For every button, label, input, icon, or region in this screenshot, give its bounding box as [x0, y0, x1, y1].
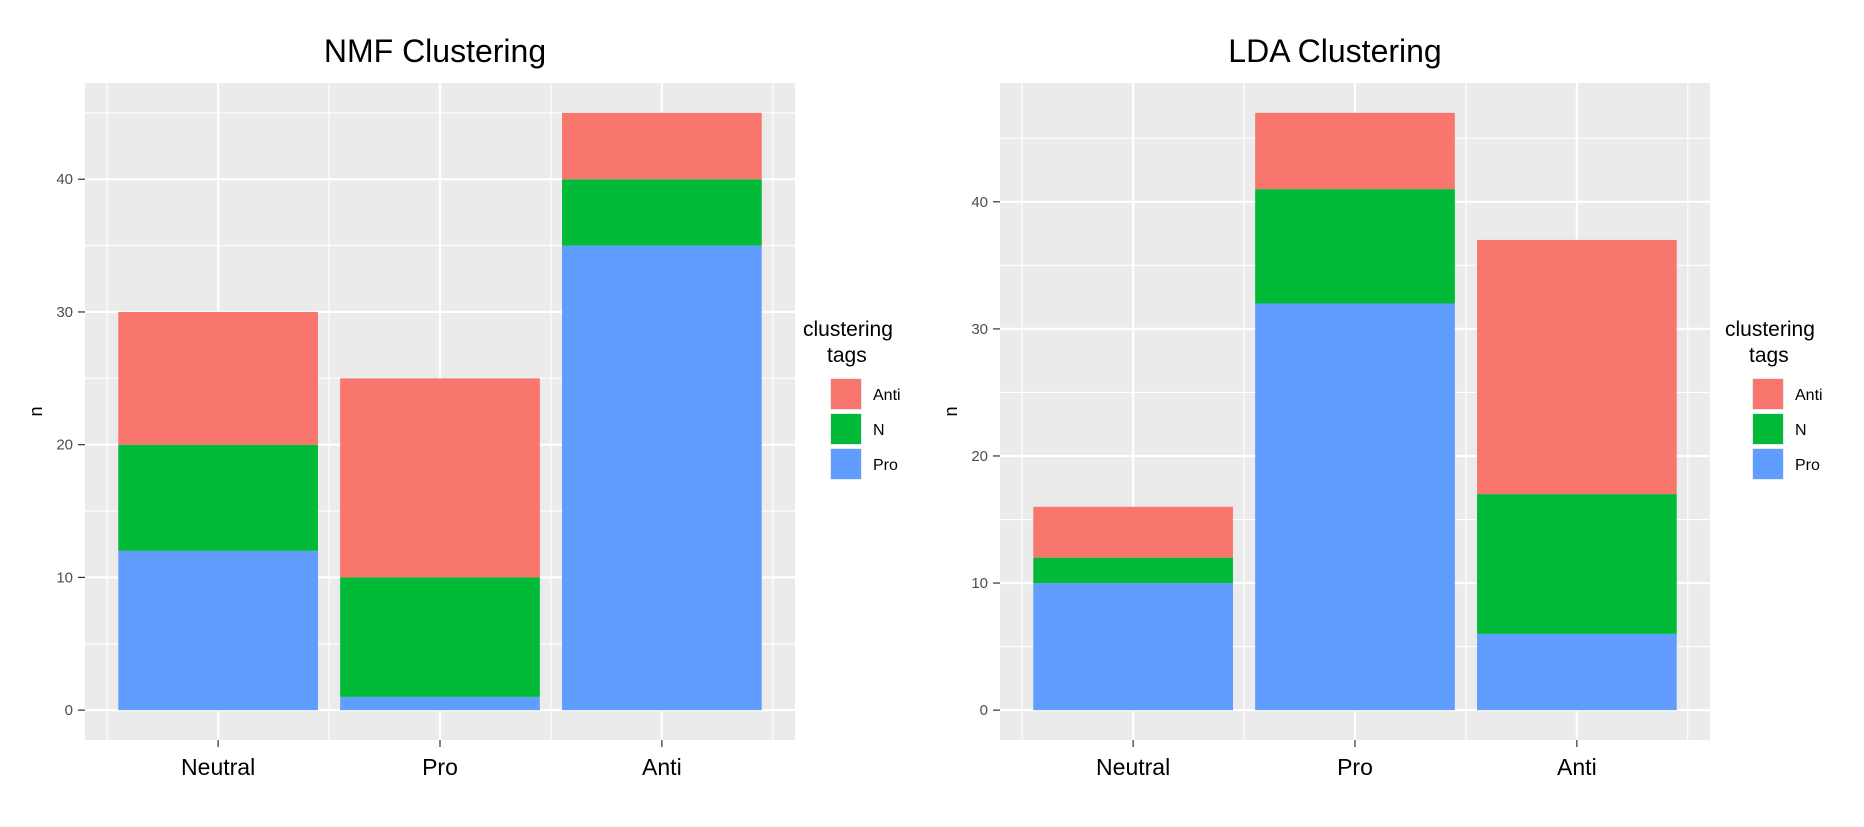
- bar-segment-neutral-pro: [1033, 583, 1233, 711]
- y-tick-label: 0: [980, 702, 988, 719]
- bar-segment-anti-pro: [562, 245, 762, 711]
- legend-title-line: tags: [827, 344, 867, 367]
- x-tick-label: Neutral: [1096, 754, 1170, 780]
- legend-title-line: clustering: [1725, 318, 1815, 341]
- x-tick-label: Pro: [422, 754, 458, 780]
- x-tick-label: Pro: [1337, 754, 1373, 780]
- y-axis-title: n: [26, 406, 46, 416]
- y-tick-label: 10: [56, 569, 73, 586]
- chart-title: NMF Clustering: [324, 33, 546, 69]
- y-tick-label: 20: [971, 448, 988, 465]
- bar-segment-pro-anti: [1255, 112, 1455, 190]
- bar-segment-neutral-anti: [1033, 506, 1233, 558]
- bar-segment-anti-pro: [1477, 633, 1677, 711]
- bar-segment-pro-pro: [340, 696, 540, 711]
- legend: clustering tags Anti N Pro: [1725, 318, 1823, 480]
- y-tick-label: 40: [971, 194, 988, 211]
- bar-segment-anti-n: [1477, 494, 1677, 634]
- x-tick-label: Anti: [1557, 754, 1597, 780]
- legend-title: clustering tags: [1725, 318, 1815, 367]
- y-tick-label: 20: [56, 437, 73, 454]
- bar-segment-neutral-n: [118, 444, 318, 551]
- legend-key-pro: [1753, 449, 1783, 479]
- x-tick-label: Neutral: [181, 754, 255, 780]
- y-axis-title: n: [941, 406, 961, 416]
- y-tick-label: 40: [56, 171, 73, 188]
- legend-label: N: [1795, 422, 1807, 439]
- bar-segment-anti-anti: [562, 112, 762, 180]
- bar-segment-pro-anti: [340, 378, 540, 578]
- legend-label: Pro: [873, 457, 898, 474]
- legend: clustering tags Anti N Pro: [803, 318, 901, 480]
- legend-title-line: tags: [1749, 344, 1789, 367]
- legend-key-anti: [1753, 379, 1783, 409]
- chart-title: LDA Clustering: [1228, 33, 1441, 69]
- legend-title-line: clustering: [803, 318, 893, 341]
- x-tick-label: Anti: [642, 754, 682, 780]
- legend-label: N: [873, 422, 885, 439]
- legend-title: clustering tags: [803, 318, 893, 367]
- bar-segment-pro-n: [1255, 189, 1455, 304]
- bar-segment-pro-n: [340, 577, 540, 697]
- y-tick-label: 30: [971, 321, 988, 338]
- bar-segment-pro-pro: [1255, 303, 1455, 711]
- lda-clustering-chart: 0 10 20 30 40 Neutral Pro Anti n LDA Clustering cl…: [941, 33, 1823, 780]
- bar-segment-neutral-pro: [118, 550, 318, 711]
- legend-key-n: [831, 414, 861, 444]
- y-tick-label: 0: [65, 702, 73, 719]
- nmf-clustering-chart: 0 10 20 30 40 Neutral Pro Anti n NMF Clustering cl…: [26, 33, 901, 780]
- legend-key-anti: [831, 379, 861, 409]
- legend-label: Pro: [1795, 457, 1820, 474]
- y-tick-label: 10: [971, 575, 988, 592]
- legend-key-n: [1753, 414, 1783, 444]
- bar-segment-neutral-anti: [118, 311, 318, 445]
- bar-segment-neutral-n: [1033, 557, 1233, 584]
- bar-segment-anti-n: [562, 179, 762, 246]
- legend-label: Anti: [1795, 387, 1823, 404]
- legend-key-pro: [831, 449, 861, 479]
- legend-label: Anti: [873, 387, 901, 404]
- bar-segment-anti-anti: [1477, 239, 1677, 495]
- y-tick-label: 30: [56, 304, 73, 321]
